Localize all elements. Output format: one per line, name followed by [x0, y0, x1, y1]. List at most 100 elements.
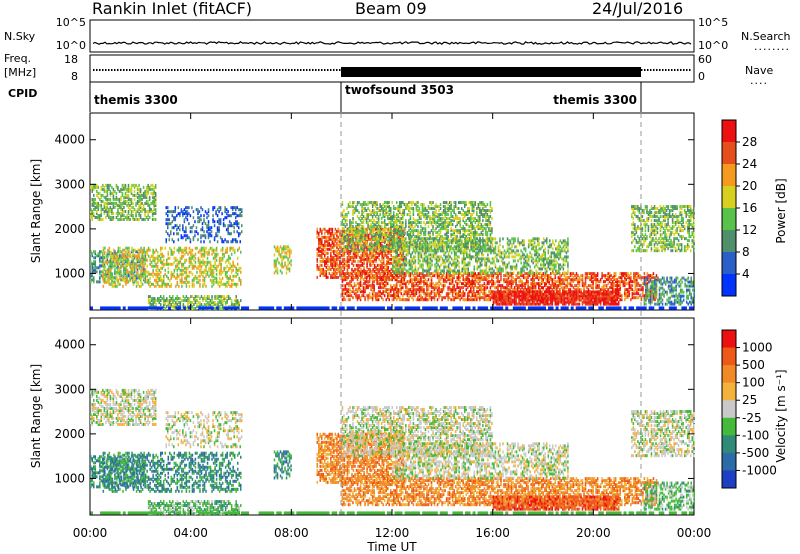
power-echo-cell [379, 286, 381, 290]
power-echo-cell [353, 235, 356, 239]
power-echo-cell [232, 264, 234, 268]
power-echo-cell [394, 225, 397, 229]
power-echo-cell [161, 280, 163, 284]
power-echo-cell [403, 290, 406, 294]
power-echo-cell [365, 276, 368, 280]
power-echo-cell [225, 216, 228, 220]
power-echo-cell [406, 288, 409, 292]
power-echo-cell [383, 286, 386, 290]
power-echo-cell [135, 201, 137, 205]
power-echo-cell [397, 205, 400, 209]
power-echo-cell [155, 284, 157, 288]
power-echo-cell [448, 288, 451, 292]
power-echo-cell [94, 215, 97, 219]
power-echo-cell [373, 255, 376, 259]
power-echo-cell [382, 211, 384, 215]
power-echo-cell [394, 294, 397, 298]
power-echo-cell [144, 274, 146, 278]
power-echo-cell [402, 280, 404, 284]
power-echo-cell [235, 274, 237, 278]
power-echo-cell [144, 217, 146, 221]
power-echo-cell [228, 214, 231, 218]
power-echo-cell [193, 297, 195, 301]
power-echo-cell [159, 295, 162, 299]
power-echo-cell [371, 211, 374, 215]
power-echo-cell [385, 245, 387, 249]
power-echo-cell [365, 286, 368, 290]
power-echo-cell [236, 240, 238, 244]
power-echo-cell [361, 249, 363, 253]
power-echo-cell [202, 274, 204, 278]
power-echo-cell [399, 269, 402, 273]
power-echo-cell [120, 274, 122, 278]
power-echo-cell [450, 221, 452, 225]
power-echo-cell [154, 197, 157, 201]
power-echo-cell [389, 245, 392, 249]
power-echo-cell [390, 257, 392, 261]
power-echo-cell [224, 272, 227, 276]
power-echo-cell [178, 266, 180, 270]
power-echo-cell [154, 203, 157, 207]
power-echo-cell [142, 266, 145, 270]
power-echo-cell [346, 255, 349, 259]
power-echo-cell [382, 239, 384, 243]
power-echo-cell [334, 231, 337, 235]
power-echo-cell [198, 218, 201, 222]
power-echo-cell [406, 231, 409, 235]
power-echo-cell [421, 213, 424, 217]
power-echo-cell [352, 241, 354, 245]
power-echo-cell [273, 245, 276, 249]
power-echo-cell [321, 243, 323, 247]
power-echo-cell [415, 292, 418, 296]
power-echo-cell [288, 261, 291, 265]
power-echo-cell [132, 252, 135, 256]
power-echo-cell [96, 211, 98, 215]
power-echo-cell [102, 268, 105, 272]
power-echo-cell [361, 213, 363, 217]
power-echo-cell [127, 187, 130, 191]
power-echo-cell [406, 294, 409, 298]
power-echo-cell [181, 299, 183, 303]
power-echo-cell [236, 224, 238, 228]
power-echo-cell [114, 282, 117, 286]
power-echo-cell [227, 295, 230, 299]
power-echo-cell [477, 219, 480, 223]
power-echo-cell [470, 203, 472, 207]
power-echo-cell [361, 263, 364, 267]
power-echo-cell [411, 235, 413, 239]
power-echo-cell [470, 217, 472, 221]
power-echo-cell [133, 262, 136, 266]
power-echo-cell [417, 201, 419, 205]
power-echo-cell [359, 229, 362, 233]
power-echo-cell [353, 201, 356, 205]
power-echo-cell [414, 219, 416, 223]
power-echo-cell [99, 264, 101, 268]
power-echo-cell [486, 219, 489, 223]
power-echo-cell [181, 272, 183, 276]
power-echo-cell [135, 266, 138, 270]
power-echo-cell [133, 256, 136, 260]
power-echo-cell [451, 294, 454, 298]
power-echo-cell [126, 276, 128, 280]
power-echo-cell [276, 269, 279, 273]
power-echo-cell [281, 261, 283, 265]
power-echo-cell [397, 280, 400, 284]
power-echo-cell [166, 262, 168, 266]
power-echo-cell [126, 187, 128, 191]
power-echo-cell [482, 241, 484, 245]
power-echo-cell [368, 219, 371, 223]
power-echo-cell [115, 191, 118, 195]
power-echo-cell [418, 245, 421, 249]
power-echo-cell [344, 286, 347, 290]
power-echo-cell [362, 282, 365, 286]
power-echo-cell [206, 272, 209, 276]
power-echo-cell [220, 264, 222, 268]
power-echo-cell [96, 254, 98, 258]
power-echo-cell [191, 248, 194, 252]
power-echo-cell [468, 201, 471, 205]
power-echo-cell [388, 298, 390, 302]
power-echo-cell [136, 268, 139, 272]
power-echo-cell [477, 205, 480, 209]
power-echo-cell [349, 272, 351, 276]
power-echo-cell [382, 276, 384, 280]
